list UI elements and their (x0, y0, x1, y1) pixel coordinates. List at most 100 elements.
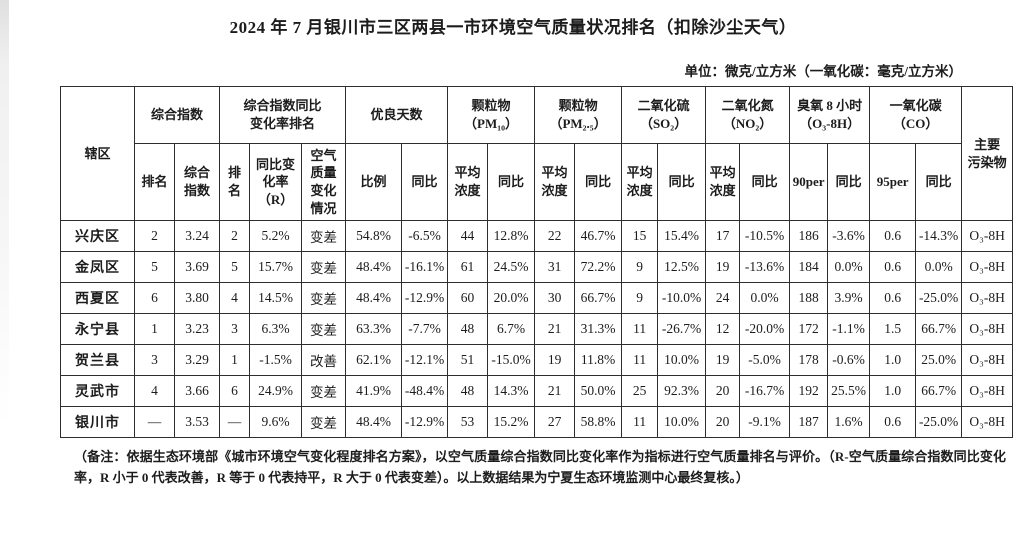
value-cell: 0.0% (827, 251, 871, 283)
value-cell: 19 (534, 344, 576, 376)
value-cell: 58.8% (574, 406, 623, 438)
value-cell: 53 (447, 406, 489, 438)
sub-header-cell: 综合 指数 (173, 143, 221, 221)
value-cell: 25 (621, 375, 659, 407)
value-cell: -1.1% (827, 313, 871, 345)
sub-header-cell: 平均 浓度 (621, 143, 659, 221)
value-cell: 3 (219, 313, 251, 345)
sub-header-cell: 同比 (487, 143, 536, 221)
value-cell: 48.4% (345, 406, 403, 438)
value-cell: -26.7% (657, 313, 707, 345)
value-cell: 2 (134, 220, 175, 252)
value-cell: 变差 (301, 251, 347, 283)
value-cell: 1 (219, 344, 251, 376)
district-cell: 贺兰县 (60, 344, 135, 376)
value-cell: 3.66 (173, 375, 221, 407)
sub-header-cell: 同比 (657, 143, 707, 221)
value-cell: 0.6 (869, 251, 917, 283)
value-cell: 1.0 (869, 344, 917, 376)
sub-header-cell: 同比 (739, 143, 791, 221)
group-header-cell: 主要 污染物 (961, 86, 1014, 221)
value-cell: 19 (705, 344, 741, 376)
district-cell: 兴庆区 (60, 220, 135, 252)
value-cell: 14.5% (249, 282, 303, 314)
value-cell: 11.8% (574, 344, 623, 376)
table-row: 灵武市 4 3.66 6 24.9% 变差 41.9% -48.4% 48 14.3% 21 50.0… (60, 375, 1014, 407)
table-body: 兴庆区 2 3.24 2 5.2% 变差 54.8% -6.5% 44 12.8% 22 46.7% 1… (60, 220, 1014, 438)
value-cell: 10.0% (657, 406, 707, 438)
value-cell: -20.0% (739, 313, 791, 345)
value-cell: 11 (621, 406, 659, 438)
value-cell: 92.3% (657, 375, 707, 407)
value-cell: 72.2% (574, 251, 623, 283)
value-cell: 22 (534, 220, 576, 252)
value-cell: -25.0% (915, 282, 963, 314)
value-cell: 12.8% (487, 220, 536, 252)
value-cell: 24 (705, 282, 741, 314)
value-cell: 62.1% (345, 344, 403, 376)
value-cell: 12.5% (657, 251, 707, 283)
value-cell: 188 (789, 282, 829, 314)
value-cell: O₃-8H (961, 220, 1014, 252)
page-title: 2024 年 7 月银川市三区两县一市环境空气质量状况排名（扣除沙尘天气） (229, 18, 797, 37)
value-cell: -15.0% (487, 344, 536, 376)
sub-header-cell: 平均 浓度 (534, 143, 576, 221)
value-cell: 变差 (301, 282, 347, 314)
value-cell: 30 (534, 282, 576, 314)
group-header-cell: 颗粒物 （PM₁₀） (447, 86, 536, 144)
value-cell: 21 (534, 313, 576, 345)
group-header-cell: 臭氧 8 小时 （O₃-8H） (789, 86, 871, 144)
value-cell: 24.5% (487, 251, 536, 283)
value-cell: O₃-8H (961, 344, 1014, 376)
value-cell: 66.7% (915, 375, 963, 407)
district-cell: 西夏区 (60, 282, 135, 314)
value-cell: 186 (789, 220, 829, 252)
table-row: 永宁县 1 3.23 3 6.3% 变差 63.3% -7.7% 48 6.7% 21 31.3% 11… (60, 313, 1014, 345)
value-cell: -7.7% (401, 313, 449, 345)
value-cell: O₃-8H (961, 375, 1014, 407)
sub-header-cell: 排名 (134, 143, 175, 221)
value-cell: O₃-8H (961, 406, 1014, 438)
value-cell: 变差 (301, 220, 347, 252)
value-cell: 17 (705, 220, 741, 252)
value-cell: 27 (534, 406, 576, 438)
value-cell: 6 (134, 282, 175, 314)
district-cell: 灵武市 (60, 375, 135, 407)
table-header: 辖区 综合指数 综合指数同比 变化率排名 优良天数 颗粒物 （PM₁₀） 颗粒物 （PM₂… (60, 86, 1014, 221)
header-sub-row: 排名 综合 指数排 名同比变 化率 （R） 空气 质量 变化 情况 比例 同比 平均 浓度… (61, 143, 1013, 221)
value-cell: 15.2% (487, 406, 536, 438)
value-cell: -16.1% (401, 251, 449, 283)
value-cell: 5.2% (249, 220, 303, 252)
sub-header-cell: 95per (869, 143, 917, 221)
air-quality-table: 辖区 综合指数 综合指数同比 变化率排名 优良天数 颗粒物 （PM₁₀） 颗粒物 （PM₂… (60, 86, 1014, 438)
value-cell: 66.7% (574, 282, 623, 314)
value-cell: 1 (134, 313, 175, 345)
value-cell: 1.6% (827, 406, 871, 438)
sub-header-cell: 同比 (574, 143, 623, 221)
sub-header-cell: 90per (789, 143, 829, 221)
sub-header-cell: 平均 浓度 (705, 143, 741, 221)
value-cell: 31 (534, 251, 576, 283)
value-cell: 48 (447, 375, 489, 407)
value-cell: 1.5 (869, 313, 917, 345)
value-cell: -10.0% (657, 282, 707, 314)
value-cell: -12.9% (401, 282, 449, 314)
value-cell: 11 (621, 344, 659, 376)
value-cell: 48 (447, 313, 489, 345)
value-cell: 14.3% (487, 375, 536, 407)
value-cell: -12.9% (401, 406, 449, 438)
value-cell: — (219, 406, 251, 438)
value-cell: 46.7% (574, 220, 623, 252)
value-cell: 3.23 (173, 313, 221, 345)
group-header-cell: 二氧化硫 （SO₂） (621, 86, 707, 144)
value-cell: 3.9% (827, 282, 871, 314)
table-row: 金凤区 5 3.69 5 15.7% 变差 48.4% -16.1% 61 24.5% 31 72.2… (60, 251, 1014, 283)
value-cell: -5.0% (739, 344, 791, 376)
sub-header-cell: 比例 (345, 143, 403, 221)
value-cell: 178 (789, 344, 829, 376)
value-cell: 31.3% (574, 313, 623, 345)
value-cell: 20 (705, 375, 741, 407)
value-cell: 1.0 (869, 375, 917, 407)
value-cell: 41.9% (345, 375, 403, 407)
value-cell: 0.0% (739, 282, 791, 314)
